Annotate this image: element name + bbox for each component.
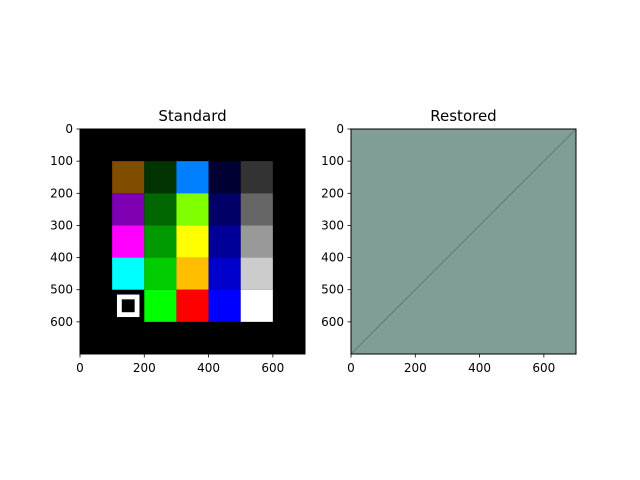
pixel-block-19 (240, 257, 273, 290)
axes-frame-standard (79, 128, 306, 355)
pixel-block-7 (176, 193, 209, 226)
x-tick-label: 400 (197, 361, 220, 375)
y-tick-label: 300 (50, 218, 73, 232)
pixel-block-5 (112, 193, 145, 226)
x-tick-label: 0 (347, 361, 355, 375)
y-tick-label: 500 (321, 283, 344, 297)
pixel-block-12 (176, 225, 209, 258)
pixel-block-13 (208, 225, 241, 258)
pixel-block-0 (112, 161, 145, 194)
y-tick-label: 0 (336, 122, 344, 136)
panel-title-standard: Standard (158, 107, 226, 125)
panel-standard: Standard 0 200 400 600 0 100 200 300 400 500 600 (50, 107, 306, 375)
y-tick-label: 100 (321, 154, 344, 168)
axes-frame-restored (350, 128, 577, 355)
y-tick-label: 400 (321, 251, 344, 265)
pixel-block-9 (240, 193, 273, 226)
pixel-block-25 (121, 299, 135, 313)
y-tick-label: 500 (50, 283, 73, 297)
panel-title-restored: Restored (430, 107, 496, 125)
y-tick-label: 200 (321, 186, 344, 200)
y-tick-label: 600 (50, 315, 73, 329)
pixel-block-21 (176, 289, 209, 322)
pixel-block-1 (144, 161, 177, 194)
pixel-block-14 (240, 225, 273, 258)
pixel-block-15 (112, 257, 145, 290)
panel-restored: Restored 0 200 400 600 0 100 200 300 400 500 600 (321, 107, 577, 375)
x-tick-label: 200 (133, 361, 156, 375)
pixel-block-10 (112, 225, 145, 258)
pixel-block-3 (208, 161, 241, 194)
y-tick-label: 600 (321, 315, 344, 329)
pixel-block-18 (208, 257, 241, 290)
pixel-block-11 (144, 225, 177, 258)
y-tick-label: 100 (50, 154, 73, 168)
x-tick-label: 0 (76, 361, 84, 375)
pixel-block-16 (144, 257, 177, 290)
pixel-block-8 (208, 193, 241, 226)
y-tick-label: 0 (65, 122, 73, 136)
pixel-block-4 (240, 161, 273, 194)
pixel-block-6 (144, 193, 177, 226)
pixel-block-2 (176, 161, 209, 194)
x-tick-label: 400 (468, 361, 491, 375)
y-tick-label: 400 (50, 251, 73, 265)
diagonal-line (350, 128, 577, 355)
x-tick-label: 200 (404, 361, 427, 375)
x-tick-label: 600 (261, 361, 284, 375)
x-tick-label: 600 (532, 361, 555, 375)
pixel-block-22 (208, 289, 241, 322)
y-tick-label: 300 (321, 218, 344, 232)
pixel-block-23 (240, 289, 273, 322)
pixel-block-17 (176, 257, 209, 290)
y-tick-label: 200 (50, 186, 73, 200)
pixel-block-20 (144, 289, 177, 322)
